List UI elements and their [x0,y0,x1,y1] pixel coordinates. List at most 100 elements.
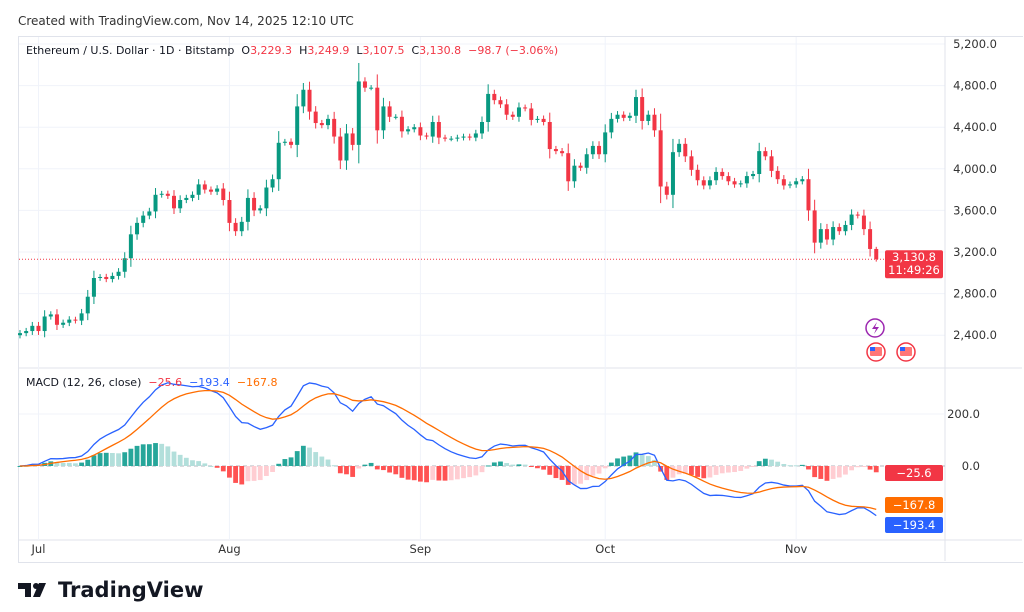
candle-body [399,116,404,132]
macd-histogram-bar [116,453,121,466]
macd-histogram-bar [177,454,183,466]
macd-histogram-bar [861,466,867,467]
macd-histogram-bar [239,466,245,485]
high-label: H [299,44,308,57]
macd-histogram-bar [732,466,737,473]
candle-body [634,97,638,116]
candle-body [79,313,84,321]
candle-body [387,106,392,117]
macd-histogram-bar [676,466,682,475]
macd-histogram-bar [867,466,873,470]
price-tick-label: 4,400.0 [953,120,997,134]
macd-signal-tag-label: −167.8 [893,498,936,512]
candle-body [233,222,238,232]
high-value: 3,249.9 [307,44,350,57]
candle-body [837,227,842,232]
candle-body [307,89,312,112]
candle-body [683,143,688,157]
us-flag-canton [900,347,905,351]
candle-body [714,171,719,181]
candle-body [640,97,645,121]
candle-body [732,181,737,185]
macd-histogram-bar [762,458,768,466]
macd-histogram-bar [374,466,380,470]
macd-histogram-bar [836,466,842,478]
macd-histogram-bar [510,464,516,466]
macd-histogram-bar [621,456,627,466]
macd-histogram-bar [608,462,614,466]
candle-body [172,195,176,209]
candle-body [36,325,41,332]
macd-histogram-bar [424,466,429,483]
candle-body [18,333,22,336]
price-tick-label: 3,200.0 [953,245,997,259]
candle-body [135,222,140,235]
candle-body [350,133,355,145]
macd-histogram-bar [652,459,657,466]
last-price-tag [885,250,943,279]
macd-histogram-bar [726,466,731,473]
macd-histogram-bar [146,444,152,466]
macd-histogram-bar [356,466,362,469]
candle-body [590,145,595,155]
macd-histogram-bar [843,466,848,475]
macd-histogram-bar [399,466,405,478]
macd-histogram-bar [202,463,208,466]
candle-body [227,200,232,223]
macd-histogram-bar [294,451,300,466]
macd-histogram-bar [430,466,436,480]
candle-body [295,106,300,145]
low-label: L [356,44,363,57]
macd-histogram-bar [756,461,762,466]
macd-line-value: −193.4 [189,376,230,389]
macd-histogram-bar [775,461,781,466]
candle-body [128,234,133,259]
macd-histogram-bar [818,466,824,479]
candle-body [215,188,220,192]
candle-body [449,138,454,140]
macd-histogram-bar [590,466,596,476]
candle-body [744,176,749,184]
candle-body [627,115,632,118]
macd-histogram-bar [319,456,325,466]
macd-histogram-bar [701,466,707,479]
candle-body [393,116,398,118]
macd-histogram-bar [516,464,522,466]
macd-histogram-bar [793,465,799,467]
macd-histogram-bar [498,461,503,466]
last-price-label: 3,130.8 [892,250,936,264]
macd-histogram-bar [633,452,639,466]
macd-histogram-bar [190,460,195,466]
macd-histogram-bar [110,452,115,466]
candle-body [800,179,805,182]
symbol-title[interactable]: Ethereum / U.S. Dollar · 1D · Bitstamp [26,44,235,57]
candle-body [560,151,565,154]
macd-histogram-bar [584,466,590,481]
candle-body [362,81,367,88]
macd-histogram-bar [448,466,454,481]
countdown-label: 11:49:26 [888,263,940,277]
candle-body [874,248,879,260]
candle-body [510,114,515,117]
candle-body [504,104,509,115]
candle-body [824,229,829,240]
macd-histogram-bar [873,466,879,473]
candle-body [578,165,583,168]
macd-histogram-bar [855,466,861,468]
macd-histogram-bar [849,466,854,471]
macd-histogram-bar [738,466,744,471]
symbol-legend: Ethereum / U.S. Dollar · 1D · Bitstamp O… [26,44,558,57]
chart-frame[interactable] [18,36,1023,563]
macd-macd-tag [885,517,943,533]
candle-body [523,107,528,109]
macd-title[interactable]: MACD (12, 26, close) [26,376,142,389]
macd-histogram-bar [442,466,448,481]
candle-body [178,200,183,209]
macd-histogram-bar [812,466,818,478]
macd-histogram-bar [418,466,423,482]
time-tick-aug: Aug [218,542,240,556]
signal-line [19,389,877,510]
candle-body [61,322,66,325]
us-flag-canton [870,347,875,351]
